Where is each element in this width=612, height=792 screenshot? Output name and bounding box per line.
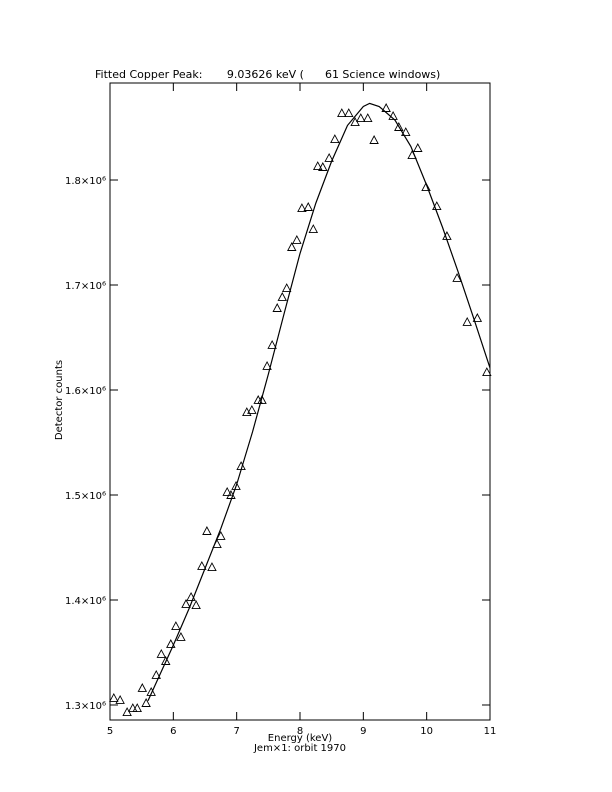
data-point [344, 108, 354, 117]
data-point [202, 526, 212, 535]
data-point [151, 670, 161, 679]
data-point [369, 135, 379, 144]
x-tick-label: 6 [170, 726, 176, 737]
data-point [312, 161, 323, 170]
data-point [462, 317, 472, 326]
data-point [207, 562, 217, 571]
data-point [231, 481, 241, 490]
data-point [287, 242, 297, 251]
data-point [303, 202, 313, 211]
y-axis-label: Detector counts [54, 360, 65, 440]
data-point [337, 108, 347, 117]
data-point [197, 561, 207, 570]
data-point [388, 111, 398, 120]
data-point [146, 687, 156, 696]
fit-line [147, 102, 491, 702]
data-point [452, 273, 462, 282]
data-point [222, 486, 232, 496]
data-point [277, 292, 288, 301]
data-point [156, 649, 167, 658]
subtitle: Jem×1: orbit 1970 [253, 743, 346, 754]
chart-title: Fitted Copper Peak: 9.03626 keV ( 61 Sci… [95, 68, 440, 81]
data-point [216, 530, 226, 540]
x-tick-label: 7 [233, 726, 239, 737]
data-point [176, 631, 186, 641]
data-point [257, 395, 267, 404]
y-tick-label: 1.6×10⁶ [65, 386, 106, 397]
y-tick-label: 1.3×10⁶ [65, 701, 106, 712]
data-point [482, 367, 492, 376]
data-point [181, 599, 191, 608]
y-tick-label: 1.4×10⁶ [65, 596, 106, 607]
data-point [394, 122, 404, 131]
data-point [281, 283, 292, 293]
data-point [141, 698, 151, 707]
x-tick-label: 11 [484, 726, 497, 737]
data-point [137, 683, 148, 692]
x-tick-label: 10 [420, 726, 433, 737]
y-tick-label: 1.7×10⁶ [65, 281, 106, 292]
data-point [292, 235, 302, 244]
data-point [324, 153, 334, 162]
data-point [308, 224, 319, 233]
data-point [186, 591, 196, 601]
x-tick-label: 5 [107, 726, 113, 737]
data-point [472, 313, 483, 322]
data-point [166, 639, 176, 648]
data-point [381, 103, 391, 112]
x-axis-label: Energy (keV) [268, 733, 333, 744]
data-point [191, 600, 201, 609]
y-tick-label: 1.8×10⁶ [65, 176, 106, 187]
data-point [171, 621, 181, 630]
data-point [132, 703, 142, 712]
data-point [267, 340, 277, 349]
data-point [109, 692, 119, 702]
data-point [272, 303, 282, 312]
data-point [356, 113, 366, 123]
data-point [262, 361, 272, 370]
y-tick-label: 1.5×10⁶ [65, 491, 106, 502]
data-point [115, 694, 125, 704]
data-point [413, 143, 423, 152]
data-point [318, 162, 328, 171]
data-point [247, 404, 257, 414]
x-tick-label: 8 [297, 726, 303, 737]
data-point [160, 656, 171, 665]
data-point [297, 203, 307, 212]
data-point [363, 113, 373, 123]
data-point [330, 134, 340, 144]
x-tick-label: 9 [360, 726, 366, 737]
data-point [401, 127, 411, 136]
data-point [421, 182, 431, 191]
